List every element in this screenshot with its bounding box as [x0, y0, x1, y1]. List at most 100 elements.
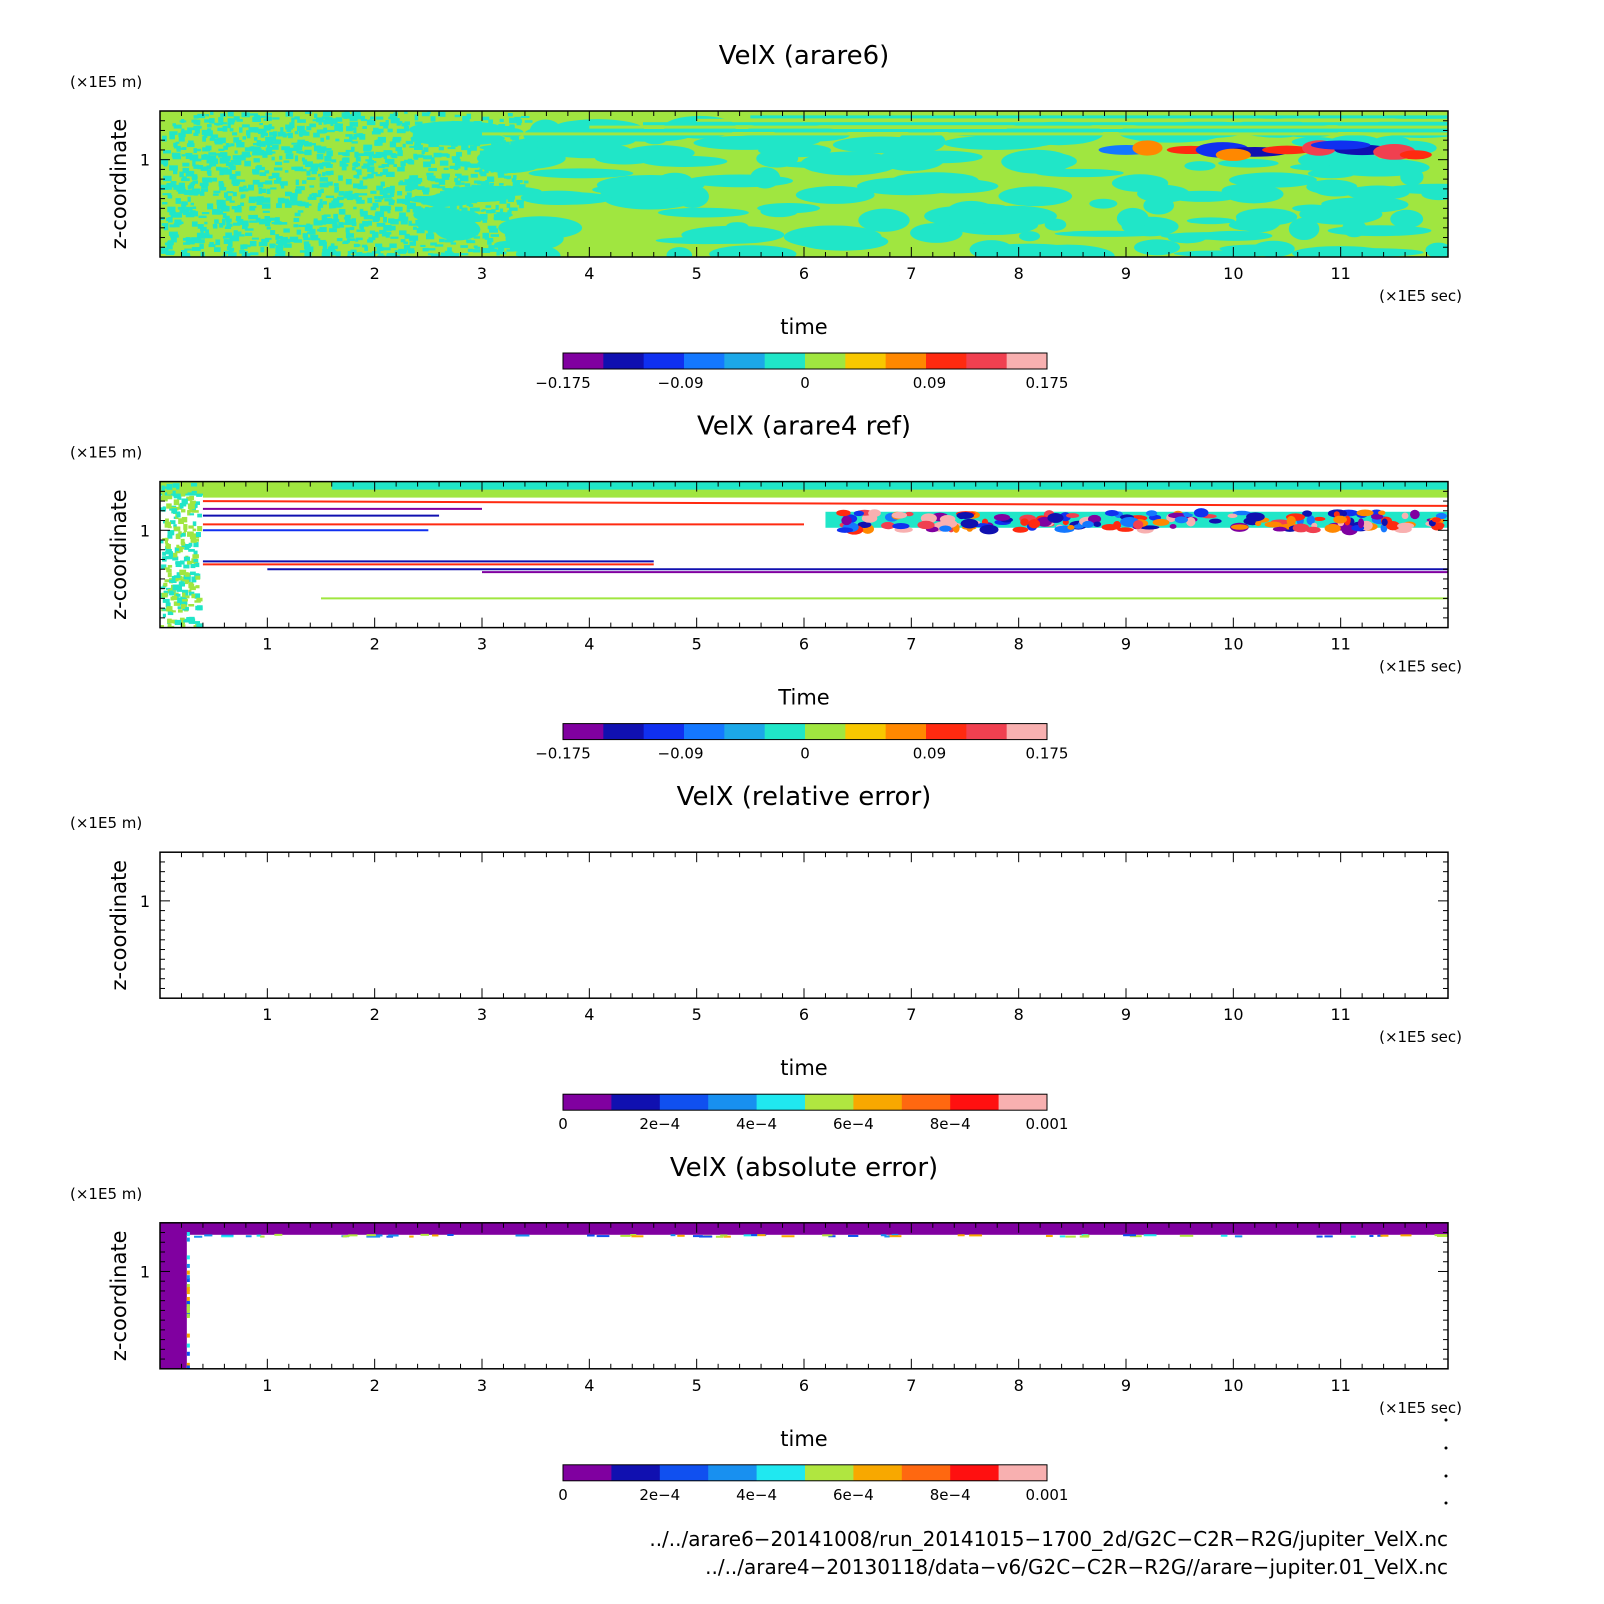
noise-cell — [396, 128, 406, 134]
noise-cell — [303, 237, 311, 241]
noise-cell — [187, 510, 191, 516]
noise-cell — [165, 602, 171, 608]
noise-cell — [265, 136, 273, 143]
active-cell — [1105, 509, 1119, 517]
noise-cell — [404, 233, 410, 239]
noise-cell — [193, 558, 199, 563]
noise-cell — [461, 182, 465, 185]
noise-cell — [169, 133, 175, 140]
noise-cell — [293, 217, 300, 222]
noise-cell — [262, 132, 268, 137]
noise-cell — [181, 624, 186, 628]
noise-cell — [179, 582, 186, 587]
noise-cell — [249, 220, 258, 223]
noise-cell — [284, 198, 290, 203]
noise-cell — [186, 496, 193, 501]
active-cell — [1152, 518, 1170, 526]
active-cell — [1145, 510, 1158, 517]
y-axis-label: z-coordinate — [107, 860, 131, 991]
noise-cell — [338, 191, 345, 196]
noise-cell — [249, 113, 259, 116]
x-tick-label: 2 — [370, 264, 380, 283]
noise-cell — [177, 494, 182, 500]
noise-cell — [259, 141, 266, 147]
colorbar-segment — [926, 353, 967, 369]
noise-cell — [347, 233, 355, 238]
noise-cell — [183, 618, 189, 623]
noise-cell — [228, 120, 235, 125]
noise-cell — [200, 230, 204, 235]
active-cell — [1356, 509, 1374, 517]
noise-cell — [363, 151, 370, 157]
noise-cell — [256, 165, 262, 168]
noise-cell — [393, 164, 398, 167]
noise-cell — [388, 116, 393, 120]
noise-cell — [181, 589, 188, 595]
noise-cell — [398, 121, 403, 125]
flow-blob — [657, 172, 693, 189]
x-axis-label: time — [780, 1427, 827, 1451]
noise-cell — [351, 218, 356, 224]
noise-cell — [223, 250, 230, 254]
error-cell — [204, 1234, 213, 1237]
error-cell — [260, 1235, 265, 1238]
flow-blob — [1035, 168, 1124, 178]
noise-cell — [172, 167, 178, 171]
noise-cell — [401, 122, 409, 127]
noise-cell — [214, 122, 223, 126]
noise-cell — [229, 173, 237, 180]
noise-cell — [259, 122, 263, 126]
noise-cell — [375, 152, 381, 158]
noise-cell — [163, 175, 172, 182]
noise-cell — [367, 160, 374, 166]
noise-cell — [166, 483, 173, 490]
noise-cell — [346, 238, 356, 241]
error-cell — [1350, 1235, 1356, 1238]
noise-cell — [349, 121, 359, 127]
noise-cell — [410, 223, 418, 226]
noise-cell — [317, 221, 322, 225]
noise-cell — [449, 252, 455, 256]
error-cell — [186, 1263, 190, 1268]
x-tick-label: 11 — [1330, 1005, 1350, 1024]
noise-cell — [269, 131, 275, 136]
noise-cell — [303, 241, 310, 245]
noise-cell — [360, 210, 368, 217]
colorbar-segment — [853, 1464, 903, 1481]
noise-cell — [181, 252, 191, 257]
noise-cell — [262, 153, 268, 158]
noise-cell — [349, 221, 355, 225]
active-cell — [1357, 518, 1365, 529]
noise-cell — [441, 174, 450, 180]
noise-cell — [501, 141, 510, 145]
flow-blob — [1166, 190, 1239, 202]
noise-cell — [168, 556, 174, 559]
noise-cell — [164, 537, 168, 544]
noise-cell — [160, 586, 166, 589]
noise-cell — [232, 182, 239, 186]
flow-blob — [1173, 250, 1276, 257]
noise-cell — [470, 163, 479, 168]
noise-cell — [395, 118, 400, 123]
strong-feature — [1399, 150, 1432, 160]
error-cell — [186, 1300, 190, 1305]
noise-cell — [467, 150, 471, 155]
error-cell — [720, 1234, 728, 1237]
y-axis-label: z-coordinate — [107, 1230, 131, 1361]
noise-cell — [224, 215, 230, 221]
x-tick-label: 5 — [692, 1005, 702, 1024]
noise-cell — [283, 160, 290, 163]
noise-cell — [195, 575, 201, 580]
noise-cell — [235, 215, 242, 220]
noise-cell — [491, 142, 498, 145]
x-tick-label: 10 — [1223, 635, 1243, 654]
noise-cell — [306, 170, 311, 176]
panel-title: VelX (arare6) — [719, 41, 890, 71]
upper-band — [589, 125, 1448, 129]
noise-cell — [173, 526, 181, 532]
noise-cell — [325, 218, 333, 225]
flow-blob — [658, 207, 749, 218]
noise-cell — [507, 198, 515, 203]
noise-cell — [333, 183, 339, 187]
noise-cell — [380, 191, 385, 194]
